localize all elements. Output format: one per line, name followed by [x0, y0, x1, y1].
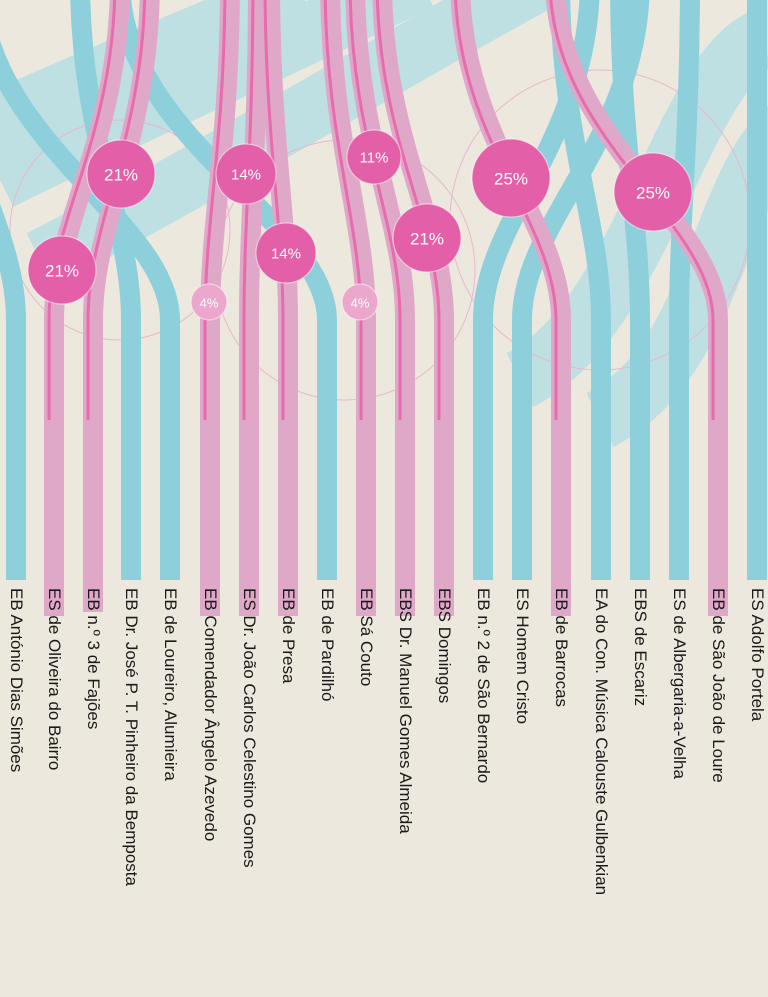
percentage-badge: 25%	[471, 138, 551, 218]
percentage-badge: 21%	[392, 203, 462, 273]
badge-circle	[86, 139, 156, 209]
school-label: EB n.º 2 de São Bernardo	[474, 588, 493, 784]
school-label: EB de Presa	[279, 588, 298, 684]
percentage-badge: 21%	[27, 235, 97, 305]
school-label: EBS de Escariz	[631, 588, 650, 707]
badge-circle	[27, 235, 97, 305]
percentage-badge: 4%	[341, 283, 379, 321]
percentage-badges: 21% 21% 4% 14% 14% 11% 4% 21% 25% 25%	[27, 129, 693, 321]
badge-circle	[341, 283, 379, 321]
pink-flow-accent	[375, 0, 441, 420]
school-label: EB Dr. José P. T. Pinheiro da Bemposta	[122, 588, 141, 886]
school-label: EBS Dr. Manuel Gomes Almeida	[396, 588, 415, 834]
school-label: EB de Loureiro, Alumieira	[161, 588, 180, 781]
badge-label: 21%	[104, 166, 138, 185]
badge-label: 14%	[271, 246, 301, 263]
school-label: EB de Barrocas	[552, 588, 571, 708]
school-label: EB de São João de Loure	[709, 588, 728, 783]
badge-circle	[346, 129, 402, 185]
school-label: EB de Pardilhó	[318, 588, 337, 702]
pink-flow-band	[372, 0, 454, 616]
school-label: EB n.º 3 de Fajões	[84, 588, 103, 730]
badge-circle	[392, 203, 462, 273]
percentage-badge: 14%	[255, 222, 317, 284]
percentage-badge: 25%	[613, 152, 693, 232]
badge-label: 4%	[200, 296, 219, 311]
badge-label: 14%	[231, 167, 261, 184]
percentage-badge: 4%	[190, 283, 228, 321]
percentage-badge: 11%	[346, 129, 402, 185]
badge-label: 4%	[351, 296, 370, 311]
badge-circle	[613, 152, 693, 232]
badge-label: 21%	[410, 230, 444, 249]
badge-circle	[471, 138, 551, 218]
badge-circle	[190, 283, 228, 321]
school-label: ES de Oliveira do Bairro	[45, 588, 64, 771]
blue-flow-band	[669, 0, 700, 580]
badge-label: 11%	[360, 150, 389, 167]
blue-flow-band	[0, 203, 26, 580]
school-label: EB Comendador Ângelo Azevedo	[201, 588, 220, 842]
school-label: EB António Dias Simões	[7, 588, 26, 773]
pink-flow-band	[260, 0, 298, 616]
school-label: ES Dr. João Carlos Celestino Gomes	[240, 588, 259, 868]
school-label: EA do Con. Música Calouste Gulbenkian	[592, 588, 611, 896]
badge-label: 25%	[636, 184, 670, 203]
percentage-badge: 21%	[86, 139, 156, 209]
group-outline-circle	[9, 119, 231, 341]
school-label: ES Homem Cristo	[513, 588, 532, 725]
school-label: ES Adolfo Portela	[748, 588, 767, 722]
badge-circle	[255, 222, 317, 284]
badge-label: 25%	[494, 170, 528, 189]
school-label: EB Sá Couto	[357, 588, 376, 687]
percentage-badge: 14%	[215, 143, 277, 205]
badge-circle	[215, 143, 277, 205]
badge-label: 21%	[45, 262, 79, 281]
school-label: ES de Albergaria-a-Velha	[670, 588, 689, 779]
school-label: EBS Domingos	[435, 588, 454, 704]
